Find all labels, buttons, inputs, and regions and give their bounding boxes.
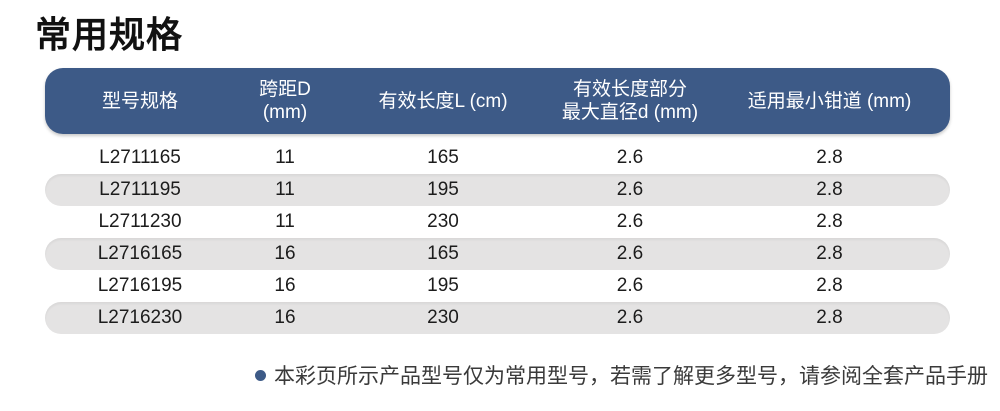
table-row: L2711195 11 195 2.6 2.8 (45, 174, 950, 206)
table-row: L2716195 16 195 2.6 2.8 (45, 270, 950, 302)
cell-working-length: 195 (427, 179, 459, 200)
cell-model: L2711195 (99, 179, 181, 200)
cell-min-channel: 2.8 (816, 211, 843, 232)
table-header-row: 型号规格 跨距D (mm) 有效长度L (cm) 有效长度部分 最大直径d (m… (45, 68, 950, 134)
cell-span-d: 11 (275, 179, 295, 200)
cell-max-diameter: 2.6 (616, 275, 644, 296)
column-header-min-channel: 适用最小钳道 (mm) (747, 90, 912, 112)
cell-span-d: 16 (274, 243, 296, 264)
cell-working-length: 195 (427, 275, 459, 296)
spec-table: 型号规格 跨距D (mm) 有效长度L (cm) 有效长度部分 最大直径d (m… (45, 68, 950, 334)
cell-min-channel: 2.8 (816, 179, 843, 200)
cell-span-d: 16 (274, 307, 296, 328)
cell-working-length: 230 (427, 211, 459, 232)
cell-model: L2711165 (99, 147, 181, 168)
table-body: L2711165 11 165 2.6 2.8 L2711195 11 195 … (45, 142, 950, 334)
cell-min-channel: 2.8 (816, 275, 843, 296)
cell-model: L2716195 (97, 275, 183, 296)
cell-max-diameter: 2.6 (616, 307, 644, 328)
column-header-max-diameter: 有效长度部分 最大直径d (mm) (561, 79, 699, 123)
page-title: 常用规格 (35, 14, 184, 55)
cell-min-channel: 2.8 (816, 147, 843, 168)
cell-max-diameter: 2.6 (616, 147, 644, 168)
cell-max-diameter: 2.6 (616, 211, 644, 232)
cell-max-diameter: 2.6 (616, 243, 644, 264)
table-row: L2711165 11 165 2.6 2.8 (45, 142, 950, 174)
footnote-text: 本彩页所示产品型号仅为常用型号，若需了解更多型号，请参阅全套产品手册 (274, 365, 988, 388)
cell-max-diameter: 2.6 (616, 179, 644, 200)
cell-working-length: 230 (427, 307, 459, 328)
cell-span-d: 16 (274, 275, 296, 296)
cell-working-length: 165 (427, 147, 459, 168)
cell-span-d: 11 (275, 147, 295, 168)
cell-working-length: 165 (427, 243, 459, 264)
cell-span-d: 11 (275, 211, 295, 232)
cell-model: L2711230 (98, 211, 182, 232)
cell-model: L2716165 (97, 243, 183, 264)
cell-min-channel: 2.8 (816, 307, 843, 328)
column-header-working-length: 有效长度L (cm) (378, 90, 508, 112)
cell-model: L2716230 (97, 307, 183, 328)
column-header-model: 型号规格 (101, 90, 178, 112)
footnote: 本彩页所示产品型号仅为常用型号，若需了解更多型号，请参阅全套产品手册 (255, 360, 988, 390)
table-row: L2716230 16 230 2.6 2.8 (45, 302, 950, 334)
column-header-span-d: 跨距D (mm) (259, 79, 311, 123)
cell-min-channel: 2.8 (816, 243, 843, 264)
table-row: L2716165 16 165 2.6 2.8 (45, 238, 950, 270)
table-row: L2711230 11 230 2.6 2.8 (45, 206, 950, 238)
bullet-icon (255, 369, 266, 381)
